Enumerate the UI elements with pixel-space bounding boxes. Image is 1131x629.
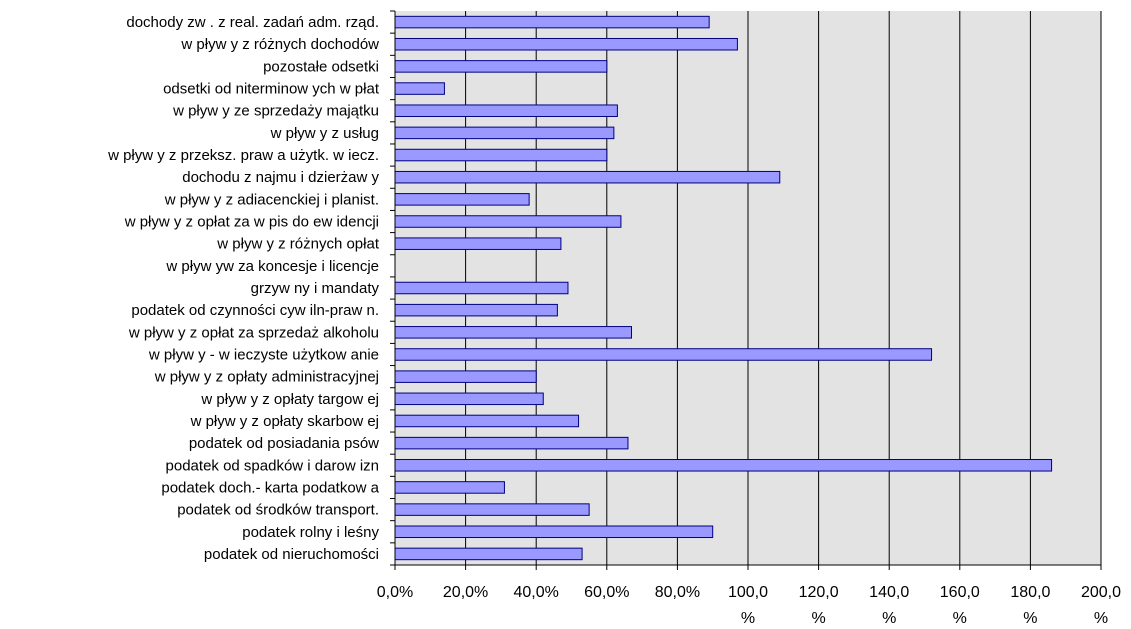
bar xyxy=(394,525,714,539)
x-tick-label: 160,0 xyxy=(940,584,980,601)
x-tick-label: 20,0% xyxy=(443,584,488,601)
x-tick-label: % xyxy=(953,610,967,627)
bar xyxy=(394,37,738,51)
category-labels: dochody zw . z real. zadań adm. rząd. w p… xyxy=(107,14,380,563)
category-label: w pływ y z opłat za sprzedaż alkoholu xyxy=(128,324,379,341)
bar xyxy=(394,392,544,406)
x-tick-label: 0,0% xyxy=(377,584,413,601)
category-label: pozostałe odsetki xyxy=(263,58,379,75)
category-label: podatek doch.- karta podatkow a xyxy=(161,479,379,496)
category-label: dochody zw . z real. zadań adm. rząd. xyxy=(126,14,379,31)
x-tick-labels: 0,0% 20,0% 40,0% 60,0% 80,0% 100,0% 120,0% 140,… xyxy=(377,584,1121,627)
bar xyxy=(394,104,618,117)
category-label: grzyw ny i mandaty xyxy=(251,280,380,297)
x-tick-label: 40,0% xyxy=(514,584,559,601)
bar xyxy=(394,148,608,162)
bar xyxy=(394,193,530,206)
bar xyxy=(394,281,569,295)
bar xyxy=(394,60,608,73)
bar xyxy=(394,15,710,29)
x-tick-label: 80,0% xyxy=(655,584,700,601)
category-label: w pływ yw za koncesje i licencje xyxy=(165,258,379,275)
category-label: w pływ y z różnych dochodów xyxy=(180,36,379,53)
category-label: podatek od posiadania psów xyxy=(189,435,379,452)
bar xyxy=(394,237,562,250)
category-label: w pływ y ze sprzedaży majątku xyxy=(172,103,379,120)
bar xyxy=(394,303,558,317)
category-label: podatek od czynności cyw iln-praw n. xyxy=(131,302,379,319)
category-label: w pływ y z opłaty skarbow ej xyxy=(190,413,379,430)
category-label: odsetki od niterminow ych w płat xyxy=(163,81,380,98)
category-label: w pływ y z opłaty administracyjnej xyxy=(154,369,379,386)
category-label: w pływ y z adiacenckiej i planist. xyxy=(164,191,379,208)
bar xyxy=(394,459,1053,472)
x-tick-label: % xyxy=(741,610,755,627)
category-label: podatek od spadków i darow izn xyxy=(166,457,379,474)
category-label: w pływ y z przeksz. praw a użytk. w iecz… xyxy=(107,147,379,164)
x-tick-label: 100,0 xyxy=(728,584,768,601)
x-tick-label: % xyxy=(1023,610,1037,627)
category-label: podatek od nieruchomości xyxy=(204,546,379,563)
x-tick-label: % xyxy=(811,610,825,627)
category-label: podatek od środków transport. xyxy=(177,502,379,519)
bar xyxy=(394,126,615,140)
bar xyxy=(394,436,629,450)
bar xyxy=(394,82,445,95)
x-tick-label: 140,0 xyxy=(869,584,909,601)
category-label: podatek rolny i leśny xyxy=(242,524,379,541)
x-tick-label: % xyxy=(882,610,896,627)
bar xyxy=(394,215,622,228)
x-tick-label: 180,0 xyxy=(1010,584,1050,601)
x-tick-label: 120,0 xyxy=(799,584,839,601)
category-label: w pływ y z opłat za w pis do ew idencji xyxy=(124,214,379,231)
bar xyxy=(394,370,537,383)
bar xyxy=(394,547,583,561)
axes xyxy=(390,10,1102,570)
bar xyxy=(394,170,781,184)
category-label: w pływ y z usług xyxy=(270,125,379,142)
category-label: dochodu z najmu i dzierżaw y xyxy=(182,169,379,186)
x-tick-label: % xyxy=(1094,610,1108,627)
bar xyxy=(394,503,590,516)
bar xyxy=(394,481,505,494)
bar xyxy=(394,348,933,361)
x-tick-label: 60,0% xyxy=(584,584,629,601)
bar xyxy=(394,414,580,428)
category-label: w pływ y - w ieczyste użytkow anie xyxy=(148,346,379,363)
bar xyxy=(394,326,633,339)
category-label: w pływ y z różnych opłat xyxy=(216,236,380,253)
x-tick-label: 200,0 xyxy=(1081,584,1121,601)
category-label: w pływ y z opłaty targow ej xyxy=(200,391,379,408)
bars xyxy=(394,15,1053,561)
